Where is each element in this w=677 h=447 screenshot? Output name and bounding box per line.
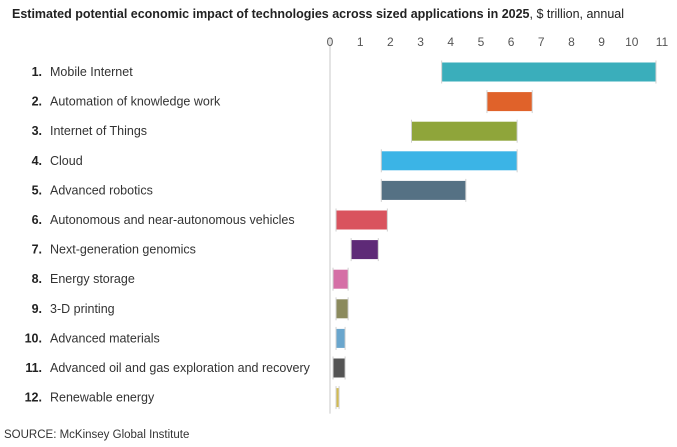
x-tick-label: 6 <box>508 35 515 49</box>
row-rank: 12. <box>25 391 42 405</box>
row-label: Autonomous and near-autonomous vehicles <box>50 213 295 227</box>
x-tick-label: 1 <box>357 35 364 49</box>
row-label: Mobile Internet <box>50 65 133 79</box>
row-label: Renewable energy <box>50 391 155 405</box>
x-tick-label: 3 <box>417 35 424 49</box>
row-label: Cloud <box>50 154 83 168</box>
range-bar <box>333 269 349 289</box>
chart-title-main: Estimated potential economic impact of t… <box>12 7 530 21</box>
row-label: Advanced materials <box>50 331 160 345</box>
row-label: Advanced oil and gas exploration and rec… <box>50 361 311 375</box>
row-label: Advanced robotics <box>50 183 153 197</box>
row-rank: 4. <box>32 154 42 168</box>
x-tick-label: 11 <box>656 35 669 49</box>
range-bar <box>441 62 656 82</box>
row-label: Energy storage <box>50 272 135 286</box>
row-rank: 9. <box>32 302 42 316</box>
x-tick-label: 4 <box>447 35 454 49</box>
range-bar <box>486 92 533 112</box>
range-bar <box>336 210 388 230</box>
row-label: 3-D printing <box>50 302 115 316</box>
x-tick-label: 0 <box>327 35 334 49</box>
chart-title-unit: , $ trillion, annual <box>529 7 625 21</box>
row-rank: 10. <box>25 331 42 345</box>
x-tick-label: 7 <box>538 35 545 49</box>
range-bar <box>351 240 379 260</box>
x-tick-label: 5 <box>478 35 485 49</box>
row-rank: 2. <box>32 95 42 109</box>
source-note: SOURCE: McKinsey Global Institute <box>4 429 190 441</box>
range-bar <box>411 121 518 141</box>
row-rank: 5. <box>32 183 42 197</box>
row-label: Internet of Things <box>50 124 147 138</box>
row-rank: 8. <box>32 272 42 286</box>
range-bar <box>381 180 466 200</box>
row-rank: 1. <box>32 65 42 79</box>
range-bar <box>381 151 518 171</box>
x-tick-label: 8 <box>568 35 575 49</box>
range-bar <box>336 388 340 408</box>
range-bar <box>336 299 349 319</box>
x-tick-label: 10 <box>625 35 639 49</box>
x-tick-label: 2 <box>387 35 394 49</box>
range-bar <box>333 358 346 378</box>
row-label: Next-generation genomics <box>50 243 196 257</box>
row-rank: 3. <box>32 124 42 138</box>
chart-title: Estimated potential economic impact of t… <box>12 7 624 21</box>
x-tick-label: 9 <box>598 35 605 49</box>
row-rank: 7. <box>32 243 42 257</box>
row-rank: 11. <box>25 361 42 375</box>
row-label: Automation of knowledge work <box>50 95 221 109</box>
range-bar <box>336 328 346 348</box>
row-rank: 6. <box>32 213 42 227</box>
